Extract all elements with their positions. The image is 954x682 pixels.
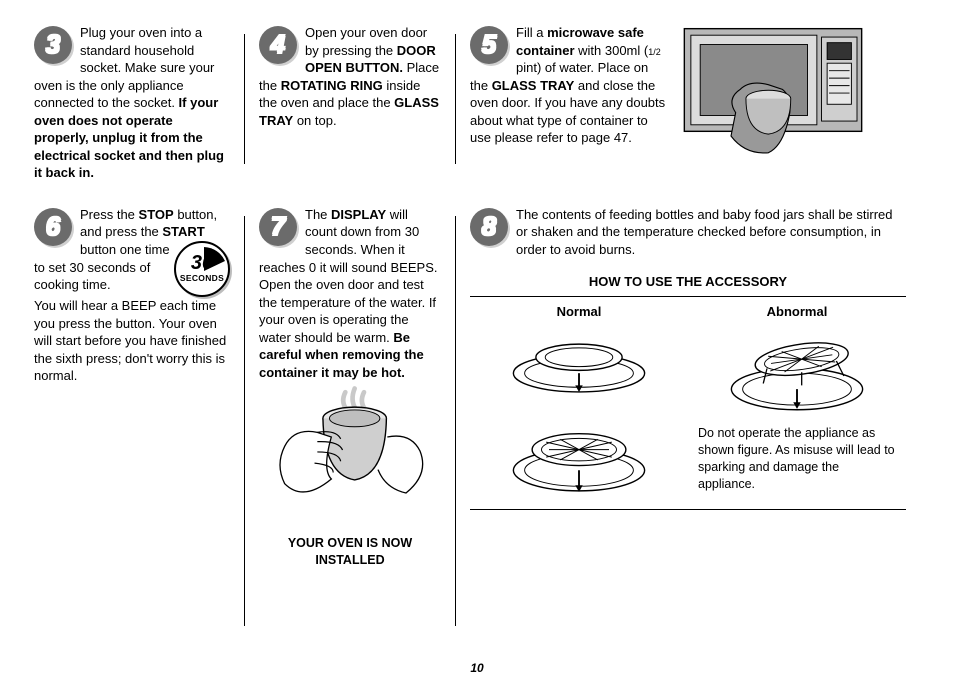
s6-b2: START: [162, 224, 204, 239]
s6-b1: STOP: [139, 207, 174, 222]
step-badge-8: 8: [470, 208, 508, 246]
seconds-badge: 30 SECONDS: [174, 241, 230, 297]
accessory-title: HOW TO USE THE ACCESSORY: [470, 273, 906, 291]
step-badge-3: 3: [34, 26, 72, 64]
s8-t1: The contents of feeding bottles and baby…: [516, 207, 893, 257]
hand-cup-icon: [265, 381, 435, 521]
step-3: 3 Plug your oven into a standard househo…: [34, 24, 244, 182]
accessory-table: Normal: [470, 296, 906, 510]
normal-bottom-icon: [504, 414, 654, 498]
s5-t1: Fill a: [516, 25, 547, 40]
s5-b2: GLASS TRAY: [492, 78, 575, 93]
step-badge-4: 4: [259, 26, 297, 64]
step-4: 4 Open your oven door by pressing the DO…: [245, 24, 455, 182]
step-badge-5: 5: [470, 26, 508, 64]
step-8-col: 8 The contents of feeding bottles and ba…: [456, 206, 920, 626]
s6-t1: Press the: [80, 207, 139, 222]
s4-b2: ROTATING RING: [281, 78, 383, 93]
top-row: 3 Plug your oven into a standard househo…: [34, 24, 920, 182]
s6-t3b: You will hear a BEEP each time you press…: [34, 298, 226, 383]
abnormal-icon: [722, 331, 872, 415]
accessory-abnormal-col: Abnormal: [688, 297, 906, 509]
s6-t3: button one time to set 30 seconds of coo…: [34, 242, 170, 292]
hand-cup-illustration: [259, 381, 441, 521]
step-badge-7: 7: [259, 208, 297, 246]
s4-t4: on top.: [297, 113, 337, 128]
step-5: 5 Fill a microwave safe container with 3…: [456, 24, 678, 182]
s5-t2: with 300ml (: [578, 43, 648, 58]
step-6: 6 Press the STOP button, and press the S…: [34, 206, 244, 626]
abnormal-head: Abnormal: [698, 303, 896, 321]
s7-t1: The: [305, 207, 331, 222]
seconds-num: 30: [191, 253, 213, 273]
normal-top-icon: [504, 331, 654, 397]
seconds-label: SECONDS: [180, 273, 224, 284]
normal-head: Normal: [480, 303, 678, 321]
installed-label: YOUR OVEN IS NOW INSTALLED: [259, 535, 441, 569]
microwave-icon: [678, 24, 868, 164]
microwave-illustration: [678, 24, 878, 182]
bottom-row: 6 Press the STOP button, and press the S…: [34, 206, 920, 626]
accessory-normal-col: Normal: [470, 297, 688, 509]
abnormal-warning: Do not operate the appliance as shown fi…: [698, 425, 896, 493]
s5-frac3: 2: [656, 47, 661, 57]
page-number: 10: [0, 660, 954, 676]
s7-b1: DISPLAY: [331, 207, 386, 222]
step-badge-6: 6: [34, 208, 72, 246]
step-7: 7 The DISPLAY will count down from 30 se…: [245, 206, 455, 626]
